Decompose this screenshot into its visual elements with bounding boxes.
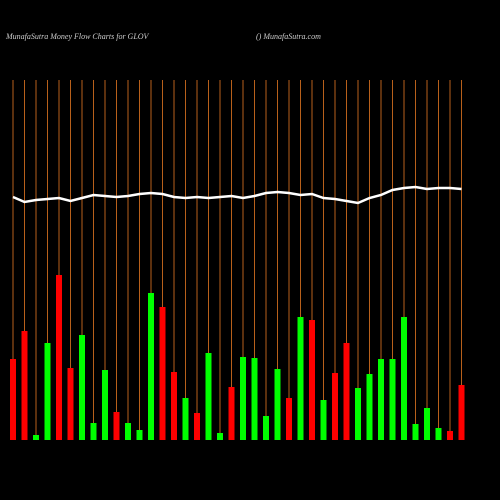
bar xyxy=(102,370,108,440)
bar xyxy=(136,430,143,440)
bar xyxy=(240,357,246,440)
bar xyxy=(355,388,361,440)
bar xyxy=(320,400,327,440)
chart-title: MunafaSutra Money Flow Charts for GLOV xyxy=(5,32,150,41)
bar xyxy=(228,387,235,440)
bar xyxy=(56,275,62,440)
bar xyxy=(90,423,97,440)
bar xyxy=(171,372,177,440)
bar xyxy=(44,343,51,440)
bar xyxy=(343,343,350,440)
bar xyxy=(378,359,384,440)
bar xyxy=(148,293,154,440)
bar xyxy=(297,317,304,440)
bar xyxy=(205,353,212,440)
bar xyxy=(21,331,28,440)
bar xyxy=(286,398,292,440)
bar xyxy=(435,428,442,440)
bar xyxy=(309,320,315,440)
bar xyxy=(389,359,396,440)
bar xyxy=(424,408,430,440)
bar xyxy=(217,433,223,440)
bar xyxy=(182,398,189,440)
bar xyxy=(401,317,407,440)
bar xyxy=(274,369,281,440)
bar xyxy=(447,431,453,440)
bar xyxy=(194,413,200,440)
bar xyxy=(332,373,338,440)
bar xyxy=(366,374,373,440)
bar xyxy=(263,416,269,440)
bar xyxy=(79,335,85,440)
chart-subtitle: () MunafaSutra.com xyxy=(256,32,321,41)
bar xyxy=(251,358,258,440)
bar xyxy=(113,412,120,440)
bar xyxy=(67,368,74,440)
bar xyxy=(125,423,131,440)
bar xyxy=(33,435,39,440)
money-flow-line xyxy=(12,185,462,205)
bar xyxy=(458,385,465,440)
bar xyxy=(412,424,419,440)
bar xyxy=(10,359,16,440)
bar xyxy=(159,307,166,440)
